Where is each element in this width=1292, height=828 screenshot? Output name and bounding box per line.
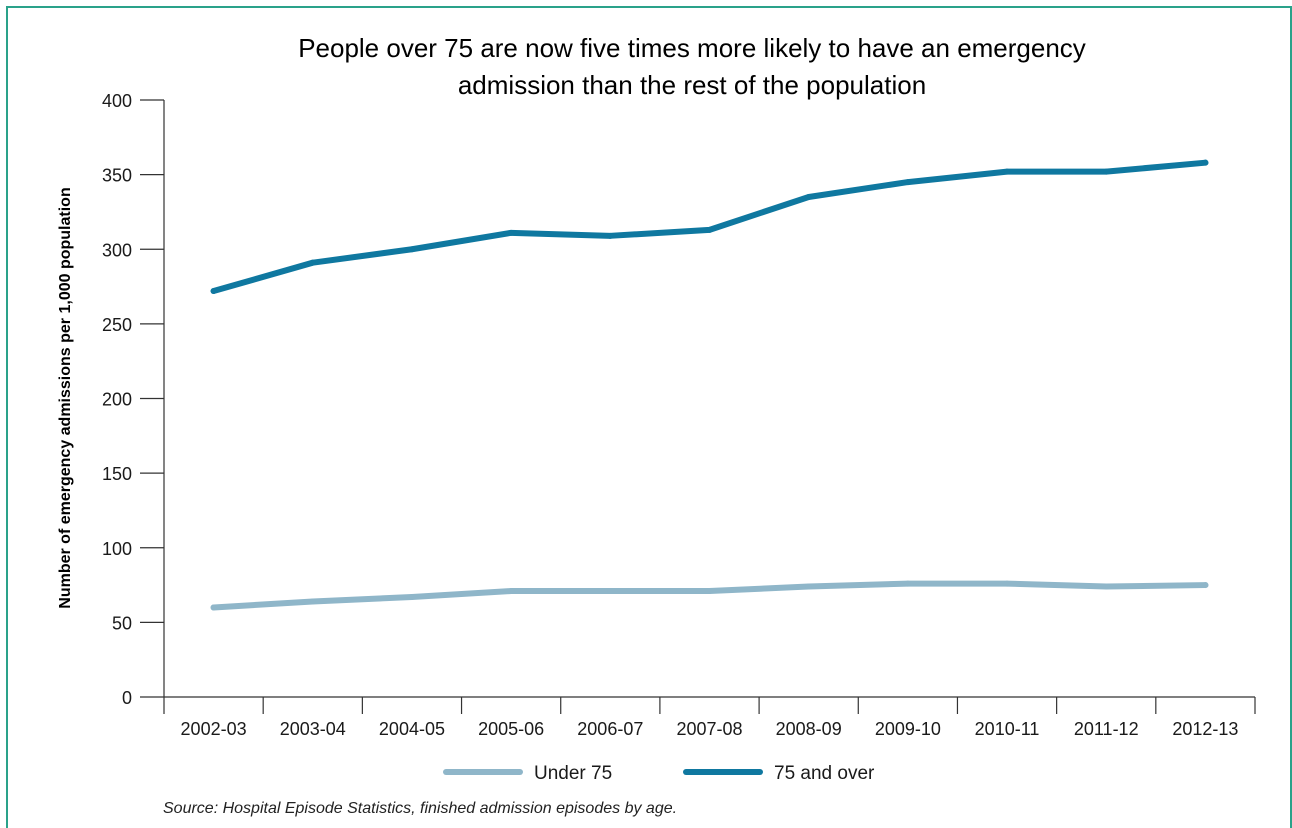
data-point (508, 588, 515, 595)
y-tick-label: 400 (102, 91, 132, 111)
source-note: Source: Hospital Episode Statistics, fin… (163, 800, 677, 817)
y-tick-label: 150 (102, 464, 132, 484)
legend: Under 75 75 and over (443, 763, 875, 784)
x-tick-label: 2003-04 (280, 719, 346, 739)
data-point (1202, 582, 1209, 589)
y-tick-label: 250 (102, 315, 132, 335)
data-point (408, 594, 415, 601)
x-tick-label: 2006-07 (577, 719, 643, 739)
data-point (805, 583, 812, 590)
x-tick-label: 2007-08 (676, 719, 742, 739)
chart-title-line-1: People over 75 are now five times more l… (298, 33, 1086, 63)
data-point (607, 588, 614, 595)
data-point (508, 229, 515, 236)
x-tick-label: 2009-10 (875, 719, 941, 739)
y-tick-label: 100 (102, 539, 132, 559)
data-point (706, 226, 713, 233)
data-point (1004, 168, 1011, 175)
x-axis: 2002-03 2003-04 2004-05 2005-06 2006-07 2007-… (163, 696, 1256, 739)
data-point (309, 259, 316, 266)
legend-label-75-and-over: 75 and over (774, 763, 875, 784)
data-point (408, 246, 415, 253)
series-line-under-75 (210, 580, 1209, 611)
data-point (1103, 583, 1110, 590)
x-tick-label: 2010-11 (975, 719, 1040, 739)
y-tick-label: 350 (102, 166, 132, 186)
y-tick-label: 300 (102, 240, 132, 260)
data-point (904, 580, 911, 587)
data-point (1202, 159, 1209, 166)
data-point (607, 232, 614, 239)
data-point (706, 588, 713, 595)
x-tick-label: 2005-06 (478, 719, 544, 739)
y-tick-label: 200 (102, 390, 132, 410)
data-point (805, 194, 812, 201)
y-axis: 0 50 100 150 200 250 300 350 400 (102, 91, 165, 708)
y-axis-label: Number of emergency admissions per 1,000… (57, 187, 74, 608)
y-tick-label: 0 (122, 688, 132, 708)
series-lines (210, 159, 1209, 611)
legend-label-under-75: Under 75 (534, 763, 612, 784)
x-tick-label: 2008-09 (776, 719, 842, 739)
y-tick-label: 50 (112, 613, 132, 633)
data-point (210, 604, 217, 611)
x-tick-label: 2002-03 (181, 719, 247, 739)
data-point (309, 598, 316, 605)
x-tick-label: 2004-05 (379, 719, 445, 739)
data-point (1004, 580, 1011, 587)
chart-title-line-2: admission than the rest of the populatio… (458, 70, 926, 100)
x-tick-label: 2011-12 (1074, 719, 1139, 739)
chart-frame (6, 6, 1292, 828)
x-tick-label: 2012-13 (1172, 719, 1238, 739)
data-point (904, 179, 911, 186)
data-point (210, 288, 217, 295)
data-point (1103, 168, 1110, 175)
